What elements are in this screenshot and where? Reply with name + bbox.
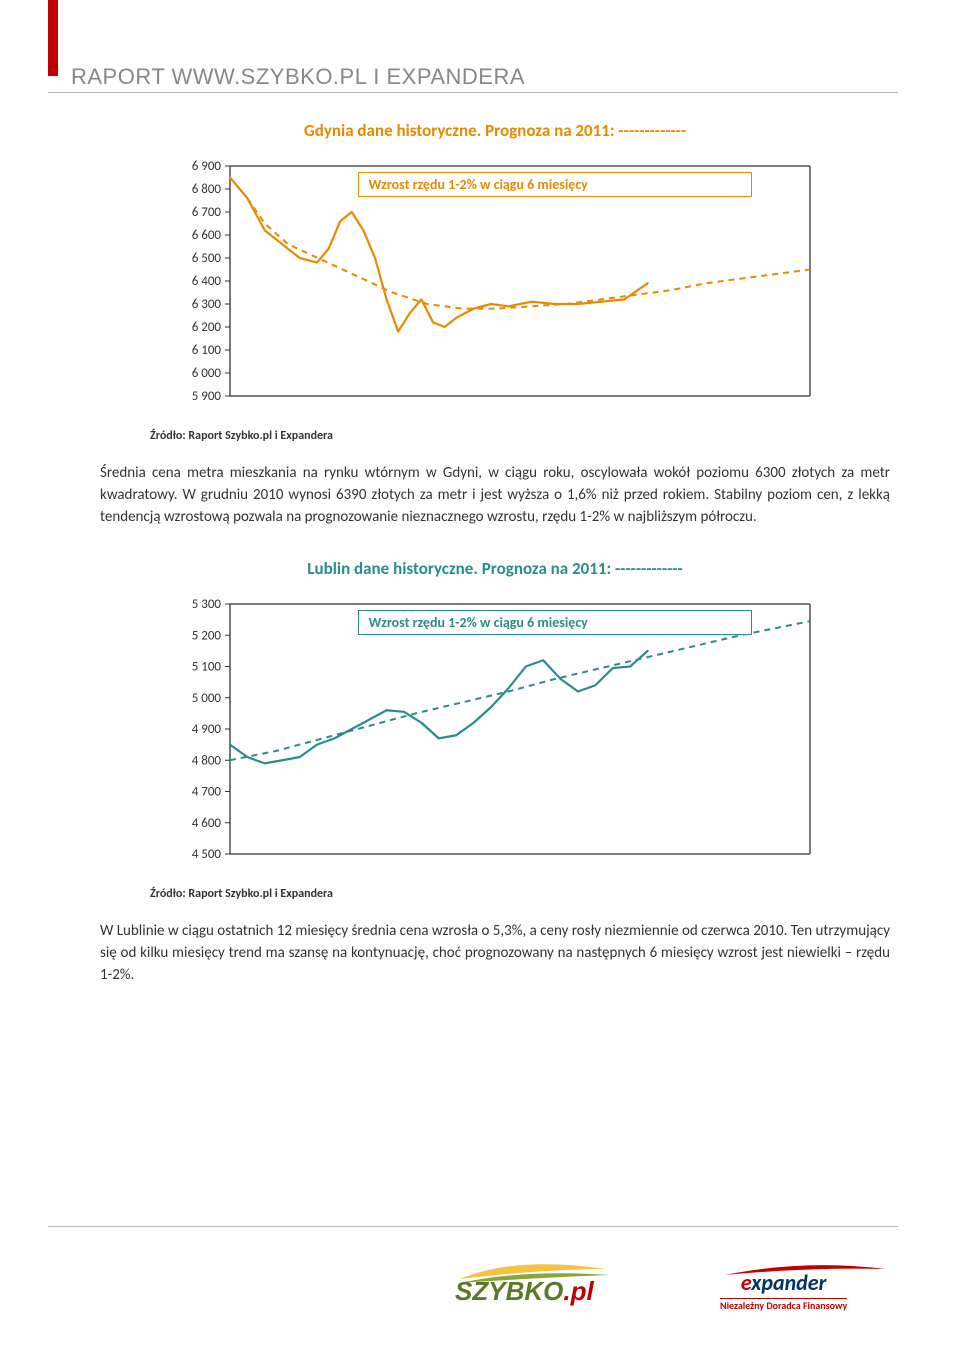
svg-text:6 900: 6 900 [192,159,222,174]
svg-text:6 300: 6 300 [192,297,222,312]
logo-szybko-text1: SZYBKO [455,1276,563,1306]
chart1: 6 900 6 800 6 700 6 600 6 500 6 400 6 300 6 200… [170,156,820,411]
svg-text:6 500: 6 500 [192,251,222,266]
svg-text:5 200: 5 200 [192,629,222,644]
chart1-title-hist: Gdynia dane historyczne. [304,120,485,141]
chart1-title-prog: Prognoza na 2011: ------------- [485,120,686,141]
logo-szybko: SZYBKO.pl [455,1251,635,1307]
chart1-source: Źródło: Raport Szybko.pl i Expandera [150,429,890,443]
svg-text:5 900: 5 900 [192,389,222,404]
footer-rule [48,1226,898,1227]
svg-text:6 400: 6 400 [192,274,222,289]
chart1-host-annotation: Wzrost rzędu 1-2% w ciągu 6 miesięcy [358,172,752,197]
logo-szybko-text2: .pl [563,1276,593,1306]
svg-text:4 700: 4 700 [192,785,222,800]
svg-text:6 100: 6 100 [192,343,222,358]
chart2-title: Lublin dane historyczne. Prognoza na 201… [100,558,890,579]
chart2-host-annotation: Wzrost rzędu 1-2% w ciągu 6 miesięcy [358,610,752,635]
svg-text:5 300: 5 300 [192,597,222,612]
svg-text:5 100: 5 100 [192,660,222,675]
logo-expander: expander Niezależny Doradca Finansowy [720,1269,847,1312]
expander-swoosh-icon [715,1257,895,1287]
svg-text:6 000: 6 000 [192,366,222,381]
svg-text:4 600: 4 600 [192,816,222,831]
paragraph-lublin: W Lublinie w ciągu ostatnich 12 miesięcy… [100,921,890,986]
svg-text:6 600: 6 600 [192,228,222,243]
chart2-title-prog: Prognoza na 2011: ------------- [482,558,683,579]
svg-text:4 800: 4 800 [192,754,222,769]
chart2-host-svg: 5 300 5 200 5 100 5 000 4 900 4 800 4 700 4 600… [170,594,820,869]
svg-text:5 000: 5 000 [192,691,222,706]
logo-expander-sub: Niezależny Doradca Finansowy [720,1299,847,1312]
svg-text:6 700: 6 700 [192,205,222,220]
chart2: 5 300 5 200 5 100 5 000 4 900 4 800 4 700 4 600… [170,594,820,869]
svg-text:6 800: 6 800 [192,182,222,197]
chart2-title-hist: Lublin dane historyczne. [307,558,481,579]
svg-text:6 200: 6 200 [192,320,222,335]
chart1-title: Gdynia dane historyczne. Prognoza na 201… [100,120,890,141]
chart2-source: Źródło: Raport Szybko.pl i Expandera [150,887,890,901]
svg-text:4 500: 4 500 [192,847,222,862]
header-rule [48,92,898,93]
paragraph-gdynia: Średnia cena metra mieszkania na rynku w… [100,463,890,528]
svg-text:4 900: 4 900 [192,722,222,737]
accent-bar [48,0,58,76]
content-area: Gdynia dane historyczne. Prognoza na 201… [100,120,890,1017]
page-header: RAPORT WWW.SZYBKO.PL I EXPANDERA [65,64,531,90]
